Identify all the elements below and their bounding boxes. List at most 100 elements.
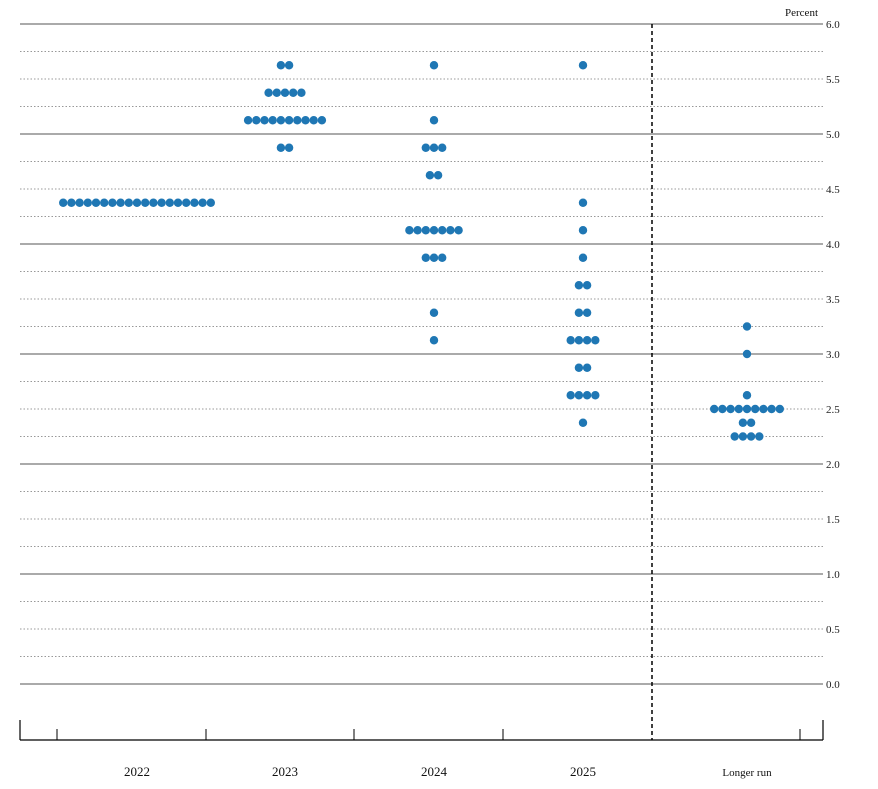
participant-dot bbox=[734, 404, 743, 414]
participant-dot bbox=[405, 226, 414, 235]
participant-dot bbox=[578, 226, 588, 235]
participant-dot bbox=[425, 171, 435, 180]
x-axis-category-labels: 2022 2023 2024 2025 Longer run bbox=[124, 764, 772, 779]
participant-dot bbox=[173, 198, 183, 207]
participant-dot bbox=[751, 404, 760, 414]
participant-dot bbox=[578, 418, 588, 427]
y-tick-label: 3.5 bbox=[826, 294, 840, 306]
participant-dot bbox=[438, 253, 447, 262]
participant-dot bbox=[574, 363, 584, 372]
participant-dot bbox=[738, 418, 748, 427]
participant-dot bbox=[578, 61, 588, 70]
participant-dot bbox=[276, 143, 286, 152]
x-category-label: 2022 bbox=[124, 764, 150, 779]
y-tick-label: 4.0 bbox=[826, 239, 840, 251]
participant-dot bbox=[429, 116, 439, 125]
participant-dot bbox=[421, 143, 430, 152]
participant-dot bbox=[75, 198, 84, 207]
x-category-label: Longer run bbox=[722, 767, 772, 779]
participant-dot bbox=[566, 336, 575, 345]
participant-dot bbox=[775, 404, 784, 414]
participant-dot bbox=[582, 336, 592, 345]
participant-dot bbox=[582, 391, 592, 400]
participant-dot bbox=[574, 308, 584, 317]
participant-dot bbox=[276, 116, 286, 125]
participant-dot bbox=[454, 226, 463, 235]
participant-dot bbox=[284, 61, 294, 70]
participant-dot bbox=[100, 198, 109, 207]
participant-dot bbox=[91, 198, 101, 207]
participant-dot bbox=[108, 198, 117, 207]
participant-dot bbox=[284, 143, 294, 152]
participant-dot bbox=[574, 336, 584, 345]
participant-dot bbox=[268, 116, 277, 125]
participant-dot bbox=[591, 391, 600, 400]
participant-dot bbox=[710, 404, 719, 414]
participant-dot bbox=[59, 198, 68, 207]
participant-dot bbox=[149, 198, 158, 207]
participant-dot bbox=[297, 88, 306, 97]
participant-dot bbox=[742, 322, 752, 331]
participant-dot bbox=[165, 198, 174, 207]
participant-dot bbox=[260, 116, 269, 125]
participant-dot bbox=[276, 61, 286, 70]
participant-dot bbox=[429, 143, 439, 152]
x-axis bbox=[19, 720, 824, 741]
y-tick-label: 2.0 bbox=[826, 459, 840, 471]
y-tick-label: 5.5 bbox=[826, 74, 840, 86]
x-category-label: 2024 bbox=[421, 764, 448, 779]
participant-dot bbox=[767, 404, 776, 414]
participant-dot bbox=[157, 198, 166, 207]
participant-dot bbox=[190, 198, 199, 207]
participant-dot bbox=[582, 363, 592, 372]
participant-dot bbox=[116, 198, 125, 207]
participant-dot bbox=[83, 198, 93, 207]
y-tick-label: 2.5 bbox=[826, 404, 840, 416]
participant-dot bbox=[746, 418, 756, 427]
y-tick-label: 6.0 bbox=[826, 19, 840, 31]
participant-dot bbox=[413, 226, 422, 235]
participant-dot bbox=[718, 404, 727, 414]
participant-dot bbox=[438, 143, 447, 152]
participant-dot bbox=[421, 253, 430, 262]
participant-dot bbox=[429, 253, 439, 262]
participant-dot bbox=[578, 198, 588, 207]
y-tick-label: 4.5 bbox=[826, 184, 840, 196]
participant-dot bbox=[429, 308, 439, 317]
participant-dot bbox=[438, 226, 447, 235]
participant-dot bbox=[289, 88, 298, 97]
participant-dot bbox=[730, 432, 739, 441]
participant-dot bbox=[252, 116, 261, 125]
y-axis-unit-label: Percent bbox=[785, 7, 818, 19]
participant-dot bbox=[574, 391, 584, 400]
participant-dot bbox=[124, 198, 133, 207]
participant-dot bbox=[280, 88, 290, 97]
participant-dot bbox=[421, 226, 430, 235]
participant-dot bbox=[429, 61, 439, 70]
participant-dot bbox=[317, 116, 327, 125]
participant-dot bbox=[284, 116, 294, 125]
participant-dot bbox=[742, 391, 752, 400]
y-tick-label: 5.0 bbox=[826, 129, 840, 141]
participant-dot bbox=[742, 349, 752, 359]
participant-dot bbox=[301, 116, 310, 125]
participant-dot bbox=[429, 336, 439, 345]
y-tick-label: 1.0 bbox=[826, 569, 840, 581]
participant-dot bbox=[755, 432, 764, 441]
dots-layer bbox=[59, 61, 784, 441]
participant-dot bbox=[726, 404, 735, 414]
participant-dot bbox=[132, 198, 142, 207]
x-category-label: 2023 bbox=[272, 764, 298, 779]
participant-dot bbox=[243, 116, 253, 125]
participant-dot bbox=[264, 88, 273, 97]
y-axis-tick-labels: 0.0 0.5 1.0 1.5 2.0 2.5 3.0 3.5 4.0 4.5 5.0 5.5 6.0 bbox=[826, 19, 840, 691]
y-tick-label: 1.5 bbox=[826, 514, 840, 526]
participant-dot bbox=[742, 404, 752, 414]
participant-dot bbox=[67, 198, 76, 207]
participant-dot bbox=[759, 404, 768, 414]
participant-dot bbox=[746, 432, 756, 441]
participant-dot bbox=[582, 281, 592, 290]
y-tick-label: 0.5 bbox=[826, 624, 840, 636]
participant-dot bbox=[578, 253, 588, 262]
participant-dot bbox=[738, 432, 748, 441]
